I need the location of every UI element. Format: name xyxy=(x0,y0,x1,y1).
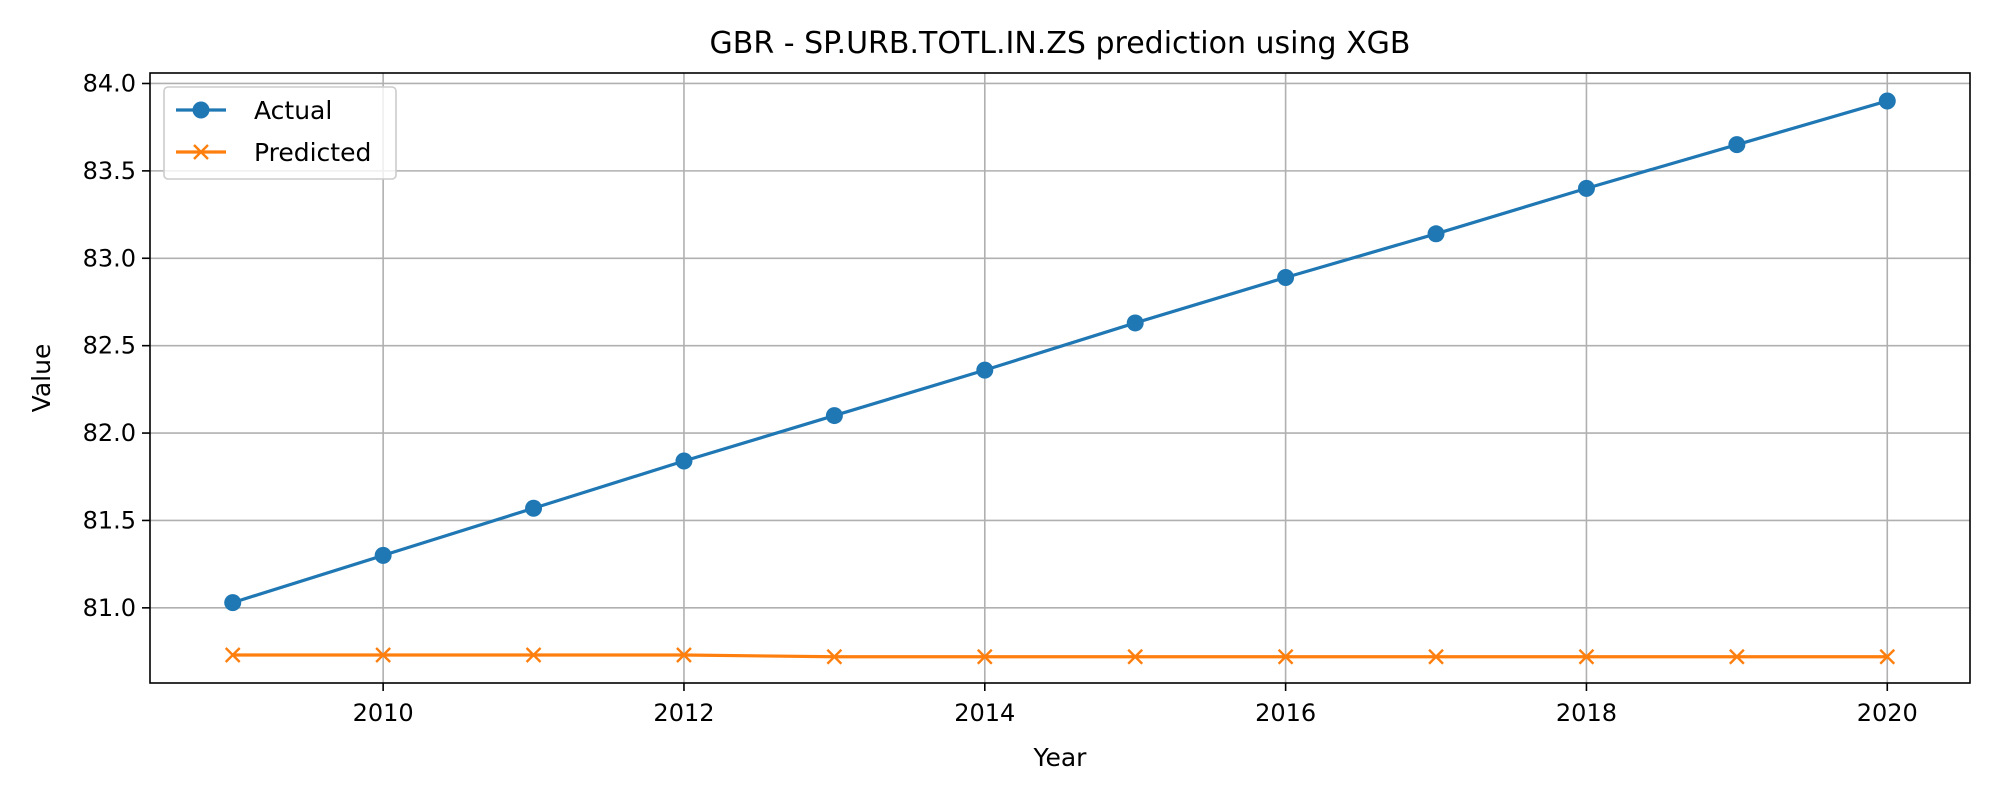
series-actual xyxy=(224,92,1896,612)
actual-point xyxy=(675,452,693,470)
y-tick-label: 84.0 xyxy=(83,69,136,97)
actual-point xyxy=(1126,314,1144,332)
x-tick-label: 2020 xyxy=(1857,699,1918,727)
legend-entries: Actual Predicted xyxy=(176,96,371,167)
chart-title: GBR - SP.URB.TOTL.IN.ZS prediction using… xyxy=(710,26,1411,61)
predicted-point xyxy=(1127,648,1144,665)
actual-point xyxy=(525,499,543,517)
series-predicted xyxy=(224,647,1896,665)
actual-point xyxy=(1728,136,1746,154)
actual-point xyxy=(374,546,392,564)
plot-frame xyxy=(149,72,1971,684)
actual-line xyxy=(232,99,1888,605)
actual-point xyxy=(825,407,843,425)
y-tick-label: 81.0 xyxy=(83,594,136,622)
actual-point xyxy=(1277,268,1295,286)
predicted-point xyxy=(1879,648,1896,665)
y-tick-label: 81.5 xyxy=(83,506,136,534)
predicted-line xyxy=(232,653,1888,659)
predicted-point xyxy=(224,647,241,663)
legend-label: Actual xyxy=(254,96,332,125)
actual-point xyxy=(1878,92,1896,110)
axis-ticks: 2010 2012 2014 2016 2018 2020 81.0 81.5 82.0 82.5… xyxy=(83,69,1918,727)
actual-point xyxy=(224,594,242,612)
predicted-point xyxy=(525,647,542,663)
x-tick-label: 2012 xyxy=(653,699,714,727)
predicted-point xyxy=(676,647,692,663)
actual-point xyxy=(1577,179,1595,197)
legend-entry-predicted: Predicted xyxy=(176,138,371,167)
y-tick-label: 82.5 xyxy=(83,332,136,360)
actual-point xyxy=(976,361,994,379)
x-tick-label: 2016 xyxy=(1255,699,1316,727)
x-tick-label: 2014 xyxy=(954,699,1015,727)
x-tick-label: 2018 xyxy=(1556,699,1617,727)
predicted-point xyxy=(1729,648,1745,665)
x-axis-label: Year xyxy=(1033,743,1088,772)
predicted-point xyxy=(1428,648,1444,665)
legend: Actual Predicted xyxy=(163,86,397,180)
y-tick-label: 82.0 xyxy=(83,419,136,447)
series-group xyxy=(224,92,1896,665)
y-tick-label: 83.0 xyxy=(83,244,136,272)
x-tick-label: 2010 xyxy=(353,699,414,727)
legend-marker xyxy=(193,144,209,160)
y-tick-label: 83.5 xyxy=(83,157,136,185)
predicted-point xyxy=(976,648,993,665)
legend-label: Predicted xyxy=(254,138,371,167)
legend-marker xyxy=(192,101,210,119)
actual-point xyxy=(1427,225,1445,243)
legend-entry-actual: Actual xyxy=(176,96,332,125)
predicted-point xyxy=(375,647,391,663)
predicted-point xyxy=(826,648,843,665)
predicted-point xyxy=(1578,648,1595,665)
predicted-point xyxy=(1277,648,1294,665)
y-axis-label: Value xyxy=(27,344,56,413)
